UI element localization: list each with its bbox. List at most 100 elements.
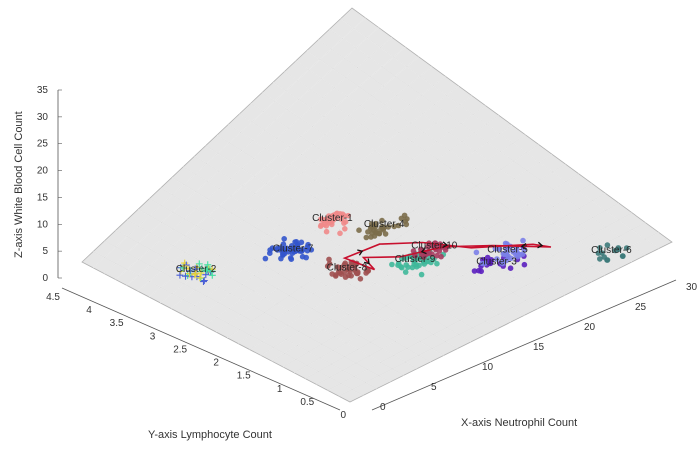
data-point [398,215,405,222]
data-point [357,276,364,282]
data-point [281,236,288,242]
cluster-points-6 [595,242,630,263]
data-point [521,261,528,268]
data-point [411,257,418,263]
y-tick-label: 2.5 [173,344,187,355]
axes [57,89,677,411]
data-point [182,272,190,280]
data-point [385,224,392,230]
grid-line [126,46,406,286]
data-point [299,246,306,253]
x-tick-label: 20 [584,322,596,333]
x-tick-label: 30 [686,282,698,293]
data-point [429,251,435,257]
data-point [604,242,611,248]
x-tick-label: 15 [533,342,545,353]
data-point [324,263,331,270]
data-point [620,253,626,259]
x-axis-label: X-axis Neutrophil Count [461,417,577,429]
data-point [520,237,526,244]
data-point [345,272,352,279]
data-point [595,250,602,256]
data-point [204,261,212,269]
data-point [403,221,410,228]
trajectory-arrow [442,241,449,249]
data-point [280,241,287,247]
data-point [499,259,506,266]
data-point [186,267,194,275]
data-point [202,271,210,279]
data-point [203,267,211,275]
data-point [402,269,409,275]
data-point [473,249,480,256]
data-point [274,247,281,253]
data-point [434,260,440,267]
data-point [337,230,343,237]
data-point [597,245,603,251]
trajectory-line [342,241,552,271]
data-point [305,241,311,248]
data-point [418,271,425,278]
cluster-label-10: Cluster-10 [411,241,458,252]
data-point [337,270,343,276]
data-points [176,210,630,286]
data-point [292,248,299,255]
data-point [399,264,405,271]
data-point [356,227,362,233]
cluster-label-1: Cluster-1 [312,213,353,224]
grid-line [104,27,379,274]
data-point [198,265,206,273]
data-point [378,225,384,232]
data-point [294,243,301,250]
x-axis-line [371,279,677,411]
trajectory-path [342,241,552,271]
cluster-points-1 [317,210,352,237]
data-point [519,251,526,257]
data-point [326,256,332,263]
data-point [364,268,371,274]
y-tick-label: 4.5 [46,292,60,303]
data-point [325,219,332,226]
data-point [262,255,269,262]
y-tick-label: 4 [86,305,92,316]
trajectory-arrow [363,258,370,265]
data-point [298,239,305,246]
data-point [269,245,276,251]
data-point [176,271,184,279]
trajectory-arrow [357,249,364,256]
z-axis-label: Z-axis White Blood Cell Count [13,111,25,258]
grid-line [115,37,393,280]
data-point [342,260,349,267]
cluster-label-2: Cluster-2 [176,264,217,275]
data-point [338,264,345,271]
grid-line [93,17,366,268]
cluster-label-6: Cluster-6 [591,245,632,256]
y-axis-line [61,287,341,411]
data-point [510,249,516,255]
data-point [404,216,410,222]
data-point [391,223,398,230]
data-point [363,234,370,241]
cluster-label-4: Cluster-4 [364,219,405,230]
x-tick-label: 5 [431,382,437,393]
z-tick-label: 20 [37,166,49,177]
data-point [436,248,443,254]
data-point [337,211,343,217]
data-point [192,270,200,278]
data-point [196,274,204,282]
data-point [478,268,485,275]
data-point [289,243,295,249]
y-tick-label: 3 [150,331,156,342]
data-point [323,228,330,235]
z-tick-label: 10 [37,219,49,230]
data-point [507,265,514,272]
z-tick-label: 15 [37,192,49,203]
data-point [389,261,395,268]
data-point [341,269,348,275]
data-point [346,266,352,273]
data-point [604,257,611,263]
cluster-label-5: Cluster-5 [487,244,528,255]
data-point [208,265,216,273]
tick-labels: 0 5 10 15 20 25 30 35 0 0.5 1 1.5 2 2.5 3 3.5 4 4.5 0 5 10 15… [37,85,698,421]
